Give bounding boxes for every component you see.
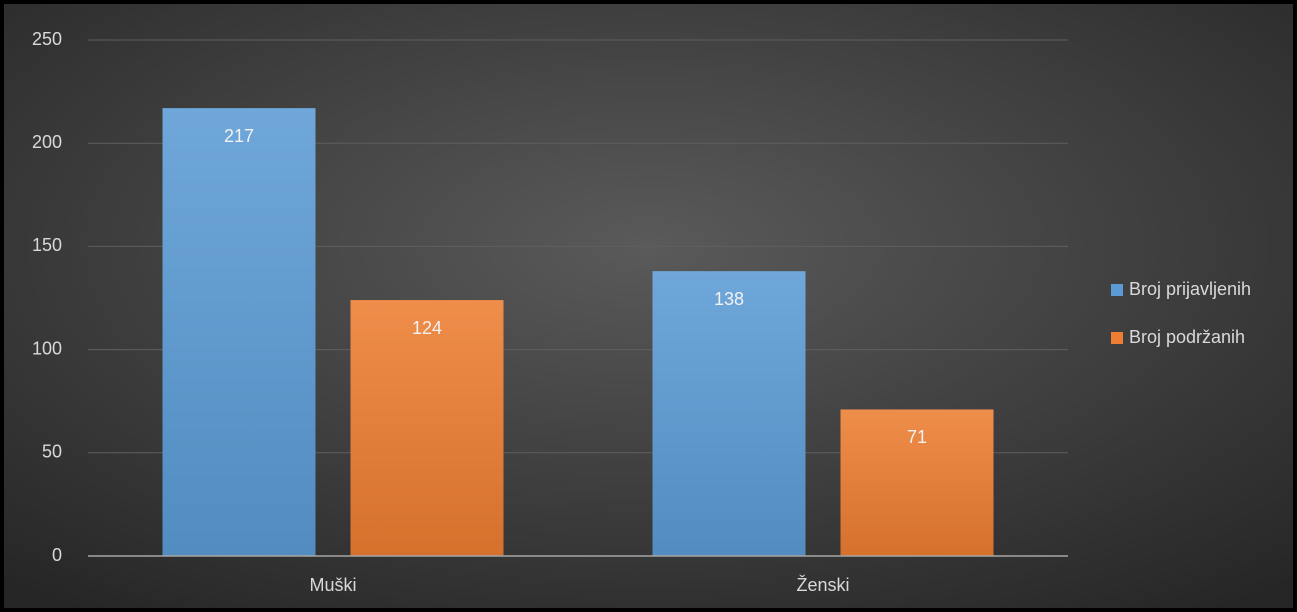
bar [162, 108, 316, 556]
y-tick-label: 100 [32, 338, 62, 358]
legend-label: Broj prijavljenih [1129, 279, 1251, 299]
x-tick-label: Muški [309, 575, 356, 595]
y-tick-label: 150 [32, 235, 62, 255]
data-label: 217 [224, 126, 254, 146]
y-tick-label: 0 [52, 545, 62, 565]
bar [350, 300, 504, 556]
y-tick-label: 250 [32, 29, 62, 49]
data-label: 124 [412, 318, 442, 338]
x-tick-label: Ženski [796, 575, 849, 595]
legend-swatch [1111, 332, 1123, 344]
bar [652, 271, 806, 556]
legend-label: Broj podržanih [1129, 327, 1245, 347]
data-label: 138 [714, 289, 744, 309]
y-tick-label: 200 [32, 132, 62, 152]
legend-swatch [1111, 284, 1123, 296]
bar [840, 409, 994, 556]
y-tick-label: 50 [42, 442, 62, 462]
data-label: 71 [907, 427, 927, 447]
